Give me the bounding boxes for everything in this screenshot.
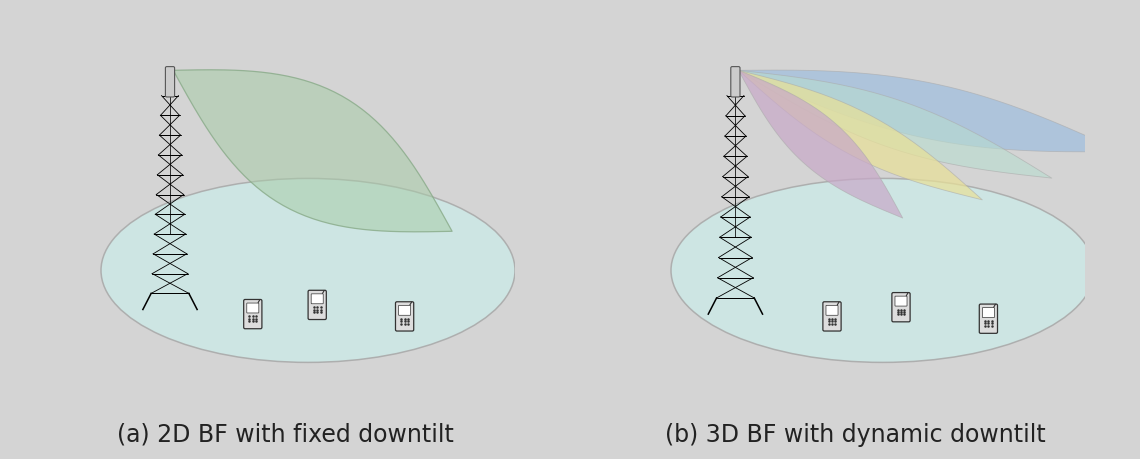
Polygon shape — [173, 71, 453, 232]
Text: (b) 3D BF with dynamic downtilt: (b) 3D BF with dynamic downtilt — [665, 422, 1045, 446]
Polygon shape — [739, 71, 903, 218]
FancyBboxPatch shape — [165, 67, 174, 98]
Ellipse shape — [101, 179, 515, 363]
FancyBboxPatch shape — [826, 306, 838, 316]
FancyBboxPatch shape — [983, 308, 994, 318]
FancyBboxPatch shape — [396, 302, 414, 331]
FancyBboxPatch shape — [246, 303, 259, 313]
FancyBboxPatch shape — [244, 300, 262, 329]
FancyBboxPatch shape — [731, 67, 740, 98]
Polygon shape — [739, 71, 983, 201]
Polygon shape — [739, 71, 1052, 179]
FancyBboxPatch shape — [308, 291, 326, 320]
Ellipse shape — [671, 179, 1094, 363]
Text: (a) 2D BF with fixed downtilt: (a) 2D BF with fixed downtilt — [116, 422, 454, 446]
FancyBboxPatch shape — [979, 304, 998, 334]
Polygon shape — [739, 71, 1121, 152]
FancyBboxPatch shape — [895, 297, 907, 307]
FancyBboxPatch shape — [823, 302, 841, 331]
FancyBboxPatch shape — [311, 294, 324, 304]
FancyBboxPatch shape — [891, 293, 910, 322]
FancyBboxPatch shape — [399, 306, 410, 316]
